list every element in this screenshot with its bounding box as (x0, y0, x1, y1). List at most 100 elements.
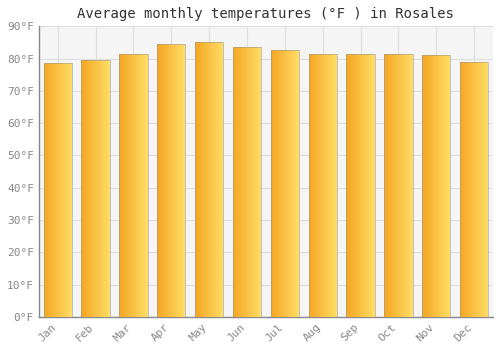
Bar (68, 63, 69, 317)
Bar (49, 63, 50, 317)
Bar (275, 50, 276, 317)
Bar (134, 54, 135, 317)
Bar (60, 63, 62, 317)
Bar (142, 54, 144, 317)
Bar (199, 42, 200, 317)
Bar (285, 50, 286, 317)
Bar (252, 47, 254, 317)
Bar (195, 42, 196, 317)
Bar (396, 54, 397, 317)
Bar (287, 50, 288, 317)
Bar (178, 44, 179, 317)
Bar (318, 54, 319, 317)
Bar (164, 44, 165, 317)
Bar (160, 44, 162, 317)
Bar (82, 60, 110, 317)
Bar (430, 55, 432, 317)
Bar (477, 62, 478, 317)
Bar (246, 47, 247, 317)
Bar (206, 42, 207, 317)
Bar (158, 44, 159, 317)
Bar (289, 50, 290, 317)
Bar (195, 42, 224, 317)
Bar (347, 54, 348, 317)
Bar (210, 42, 212, 317)
Bar (58, 63, 59, 317)
Bar (119, 54, 148, 317)
Bar (348, 54, 349, 317)
Bar (100, 60, 102, 317)
Bar (359, 54, 360, 317)
Bar (399, 54, 400, 317)
Bar (365, 54, 366, 317)
Bar (486, 62, 487, 317)
Bar (277, 50, 278, 317)
Bar (367, 54, 368, 317)
Bar (424, 55, 425, 317)
Bar (465, 62, 466, 317)
Bar (122, 54, 123, 317)
Bar (422, 55, 450, 317)
Bar (209, 42, 210, 317)
Bar (472, 62, 474, 317)
Bar (123, 54, 124, 317)
Bar (353, 54, 354, 317)
Bar (330, 54, 331, 317)
Bar (442, 55, 444, 317)
Bar (184, 44, 185, 317)
Bar (336, 54, 337, 317)
Bar (202, 42, 203, 317)
Bar (482, 62, 484, 317)
Bar (286, 50, 287, 317)
Bar (470, 62, 472, 317)
Bar (157, 44, 158, 317)
Bar (198, 42, 199, 317)
Bar (270, 50, 299, 317)
Bar (284, 50, 285, 317)
Bar (222, 42, 224, 317)
Bar (62, 63, 64, 317)
Bar (259, 47, 260, 317)
Bar (55, 63, 56, 317)
Bar (52, 63, 53, 317)
Bar (460, 62, 462, 317)
Bar (233, 47, 261, 317)
Bar (127, 54, 128, 317)
Bar (438, 55, 439, 317)
Bar (314, 54, 315, 317)
Bar (207, 42, 208, 317)
Bar (480, 62, 481, 317)
Bar (120, 54, 122, 317)
Bar (71, 63, 72, 317)
Bar (221, 42, 222, 317)
Bar (406, 54, 407, 317)
Bar (249, 47, 250, 317)
Bar (320, 54, 322, 317)
Bar (485, 62, 486, 317)
Bar (245, 47, 246, 317)
Bar (312, 54, 313, 317)
Bar (168, 44, 169, 317)
Bar (85, 60, 86, 317)
Bar (423, 55, 424, 317)
Bar (411, 54, 412, 317)
Bar (308, 54, 337, 317)
Bar (387, 54, 388, 317)
Bar (294, 50, 295, 317)
Bar (129, 54, 130, 317)
Bar (474, 62, 475, 317)
Bar (162, 44, 163, 317)
Bar (59, 63, 60, 317)
Bar (197, 42, 198, 317)
Bar (352, 54, 353, 317)
Bar (368, 54, 369, 317)
Bar (329, 54, 330, 317)
Bar (371, 54, 372, 317)
Bar (402, 54, 404, 317)
Bar (334, 54, 335, 317)
Bar (392, 54, 394, 317)
Bar (437, 55, 438, 317)
Bar (258, 47, 259, 317)
Bar (248, 47, 249, 317)
Bar (357, 54, 358, 317)
